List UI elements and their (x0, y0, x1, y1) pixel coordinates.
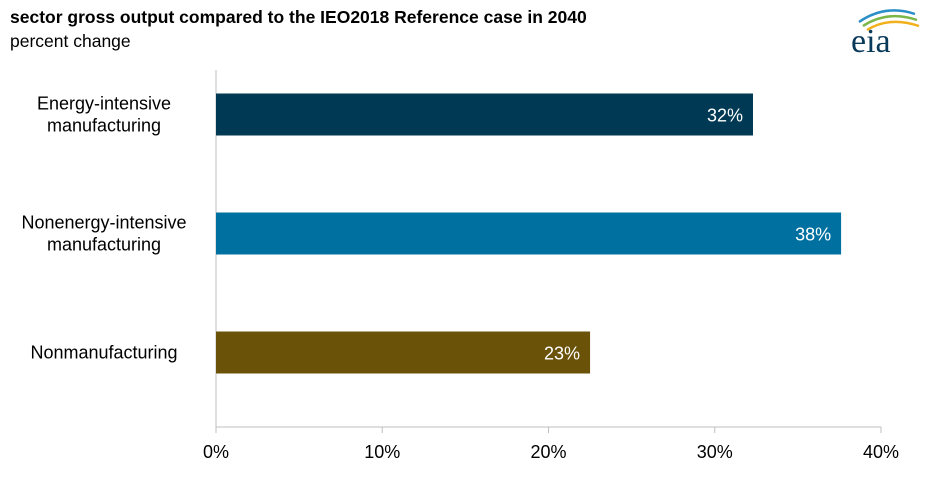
x-tick-label: 10% (364, 442, 400, 462)
bar-data-label: 38% (795, 225, 831, 245)
bar (216, 93, 753, 136)
bar-data-label: 23% (544, 344, 580, 364)
svg-text:eia: eia (851, 23, 891, 56)
bar-data-label: 32% (707, 106, 743, 126)
x-tick-label: 40% (863, 442, 899, 462)
bar (216, 212, 842, 255)
x-tick-label: 20% (530, 442, 566, 462)
chart-bars (216, 93, 842, 374)
eia-logo: eia (851, 9, 920, 56)
category-label-line: manufacturing (47, 116, 161, 136)
category-label: Nonenergy-intensive manufacturing (21, 213, 186, 255)
category-label-line: Energy-intensive (37, 94, 171, 114)
bar (216, 331, 591, 374)
chart-title: sector gross output compared to the IEO2… (10, 7, 587, 27)
chart-subtitle: percent change (10, 31, 131, 51)
category-label-line: Nonenergy-intensive (21, 213, 186, 233)
chart-labels: 0% 10% 20% 30% 40%32%Energy-intensive manufac… (21, 94, 899, 463)
x-tick-label: 30% (697, 442, 733, 462)
category-label: Nonmanufacturing (30, 343, 177, 363)
category-label-line: manufacturing (47, 235, 161, 255)
category-label: Energy-intensive manufacturing (37, 94, 171, 136)
category-label-line: Nonmanufacturing (30, 343, 177, 363)
x-tick-label: 0% (203, 442, 229, 462)
